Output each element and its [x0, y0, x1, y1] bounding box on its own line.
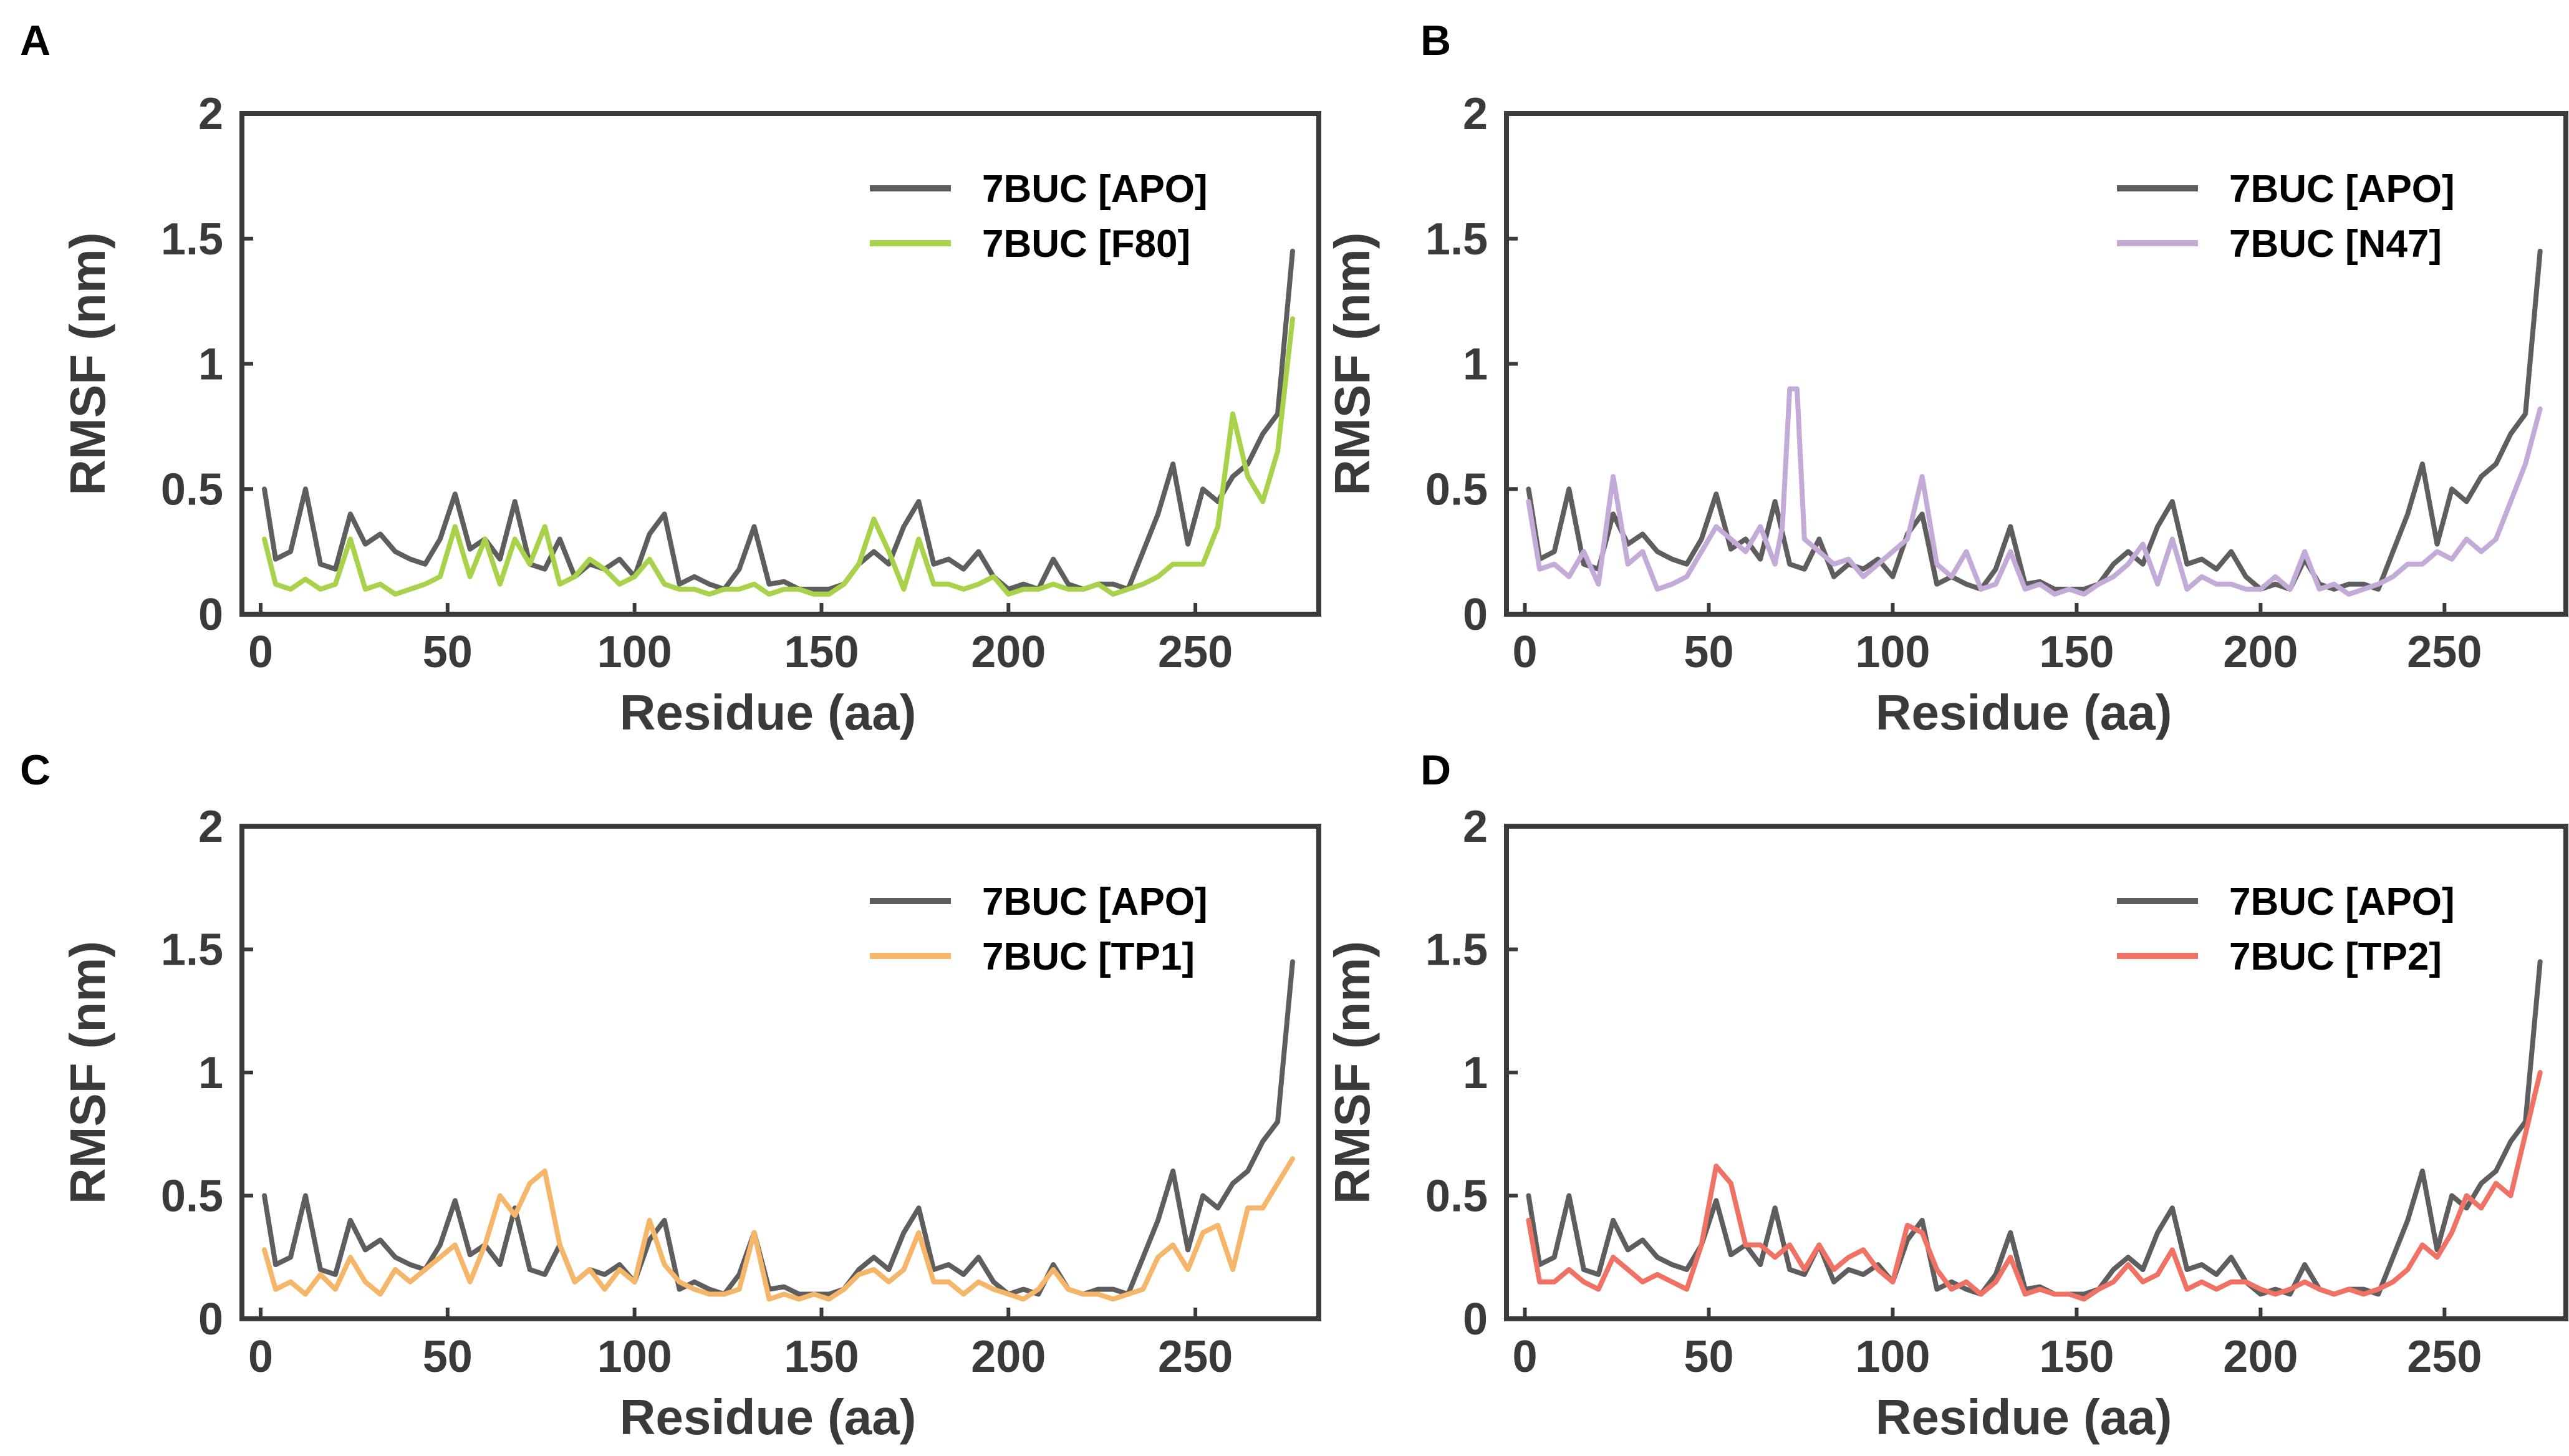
y-tick-label: 2: [198, 802, 223, 852]
x-tick-label: 200: [971, 1332, 1046, 1382]
y-tick-label: 2: [1463, 802, 1488, 852]
series-line-7buc-n47: [1526, 386, 2543, 597]
y-axis-title: RMSF (nm): [1324, 941, 1380, 1204]
panel-b: B 0 50 100 150 200 250 0 0.5 1 1.5 2 Residue (aa) RMS…: [1324, 17, 2568, 740]
y-tick-label: 2: [198, 89, 223, 139]
series-group: [262, 248, 1295, 597]
x-tick-label: 150: [2039, 1332, 2114, 1382]
y-tick-label: 1.5: [161, 925, 223, 975]
legend-label: 7BUC [TP1]: [982, 935, 1195, 978]
legend-label: 7BUC [APO]: [2229, 880, 2455, 923]
panel-letter: B: [1420, 17, 1451, 64]
x-tick-label: 150: [784, 1332, 859, 1382]
y-axis-title: RMSF (nm): [60, 941, 115, 1204]
y-axis-title: RMSF (nm): [1324, 232, 1380, 495]
y-tick-label: 0: [198, 1294, 223, 1344]
series-line-7buc-f80: [262, 316, 1295, 597]
y-tick-label: 0.5: [161, 465, 223, 514]
series-line-7buc-tp2: [1526, 1070, 2543, 1302]
x-tick-label: 50: [423, 627, 473, 677]
x-tick-label: 100: [597, 1332, 672, 1382]
legend-label: 7BUC [N47]: [2229, 223, 2442, 266]
y-tick-label: 1.5: [1425, 215, 1488, 264]
legend-label: 7BUC [TP2]: [2229, 935, 2442, 978]
x-tick-label: 0: [1512, 627, 1537, 677]
panel-d: D 0 50 100 150 200 250 0 0.5 1 1.5 2 Residue (aa) RMS…: [1324, 746, 2568, 1445]
x-tick-label: 100: [1855, 1332, 1930, 1382]
x-axis-title: Residue (aa): [1876, 1389, 2172, 1445]
x-axis-title: Residue (aa): [620, 1389, 917, 1445]
series-line-7buc-apo: [262, 959, 1295, 1297]
y-tick-label: 1: [1463, 1048, 1488, 1098]
y-tick-label: 0.5: [1425, 465, 1488, 514]
x-tick-label: 250: [1158, 1332, 1233, 1382]
x-axis-title: Residue (aa): [620, 685, 917, 740]
x-tick-label: 250: [2407, 1332, 2482, 1382]
series-line-7buc-apo: [1526, 959, 2543, 1297]
y-tick-label: 0: [198, 590, 223, 640]
y-tick-label: 1.5: [161, 215, 223, 264]
series-group: [1526, 959, 2543, 1302]
y-tick-label: 0.5: [1425, 1172, 1488, 1222]
x-tick-label: 50: [423, 1332, 473, 1382]
x-tick-label: 200: [971, 627, 1046, 677]
y-tick-label: 1.5: [1425, 925, 1488, 975]
legend-label: 7BUC [F80]: [982, 223, 1190, 266]
x-tick-label: 0: [1512, 1332, 1537, 1382]
series-group: [1526, 248, 2543, 597]
y-tick-label: 0.5: [161, 1172, 223, 1222]
series-line-7buc-tp1: [262, 1156, 1295, 1302]
x-axis-title: Residue (aa): [1876, 685, 2172, 740]
series-line-7buc-apo: [1526, 248, 2543, 592]
panel-letter: D: [1420, 746, 1451, 794]
y-tick-label: 0: [1463, 590, 1488, 640]
y-tick-label: 0: [1463, 1294, 1488, 1344]
series-line-7buc-apo: [262, 248, 1295, 592]
x-tick-label: 0: [248, 627, 273, 677]
panel-letter: A: [20, 17, 51, 64]
x-tick-label: 200: [2223, 1332, 2298, 1382]
panel-letter: C: [20, 746, 51, 794]
y-axis-title: RMSF (nm): [60, 232, 115, 495]
legend-label: 7BUC [APO]: [982, 168, 1208, 211]
panel-c: C 0 50 100 150 200 250 0 0.5 1 1.5 2 Residue (aa) RMS…: [20, 746, 1321, 1445]
x-tick-label: 150: [2039, 627, 2114, 677]
panel-a: A 0 50 100 150 200 250 0 0.5 1 1.5 2 Residue (aa) RMS…: [20, 17, 1321, 740]
series-group: [262, 959, 1295, 1302]
legend-label: 7BUC [APO]: [982, 880, 1208, 923]
legend-label: 7BUC [APO]: [2229, 168, 2455, 211]
y-tick-label: 2: [1463, 89, 1488, 139]
x-tick-label: 50: [1684, 627, 1733, 677]
y-tick-label: 1: [1463, 340, 1488, 390]
y-tick-label: 1: [198, 340, 223, 390]
x-tick-label: 100: [597, 627, 672, 677]
x-tick-label: 200: [2223, 627, 2298, 677]
y-tick-label: 1: [198, 1048, 223, 1098]
x-tick-label: 100: [1855, 627, 1930, 677]
x-tick-label: 150: [784, 627, 859, 677]
x-tick-label: 50: [1684, 1332, 1733, 1382]
x-tick-label: 0: [248, 1332, 273, 1382]
x-tick-label: 250: [2407, 627, 2482, 677]
x-tick-label: 250: [1158, 627, 1233, 677]
